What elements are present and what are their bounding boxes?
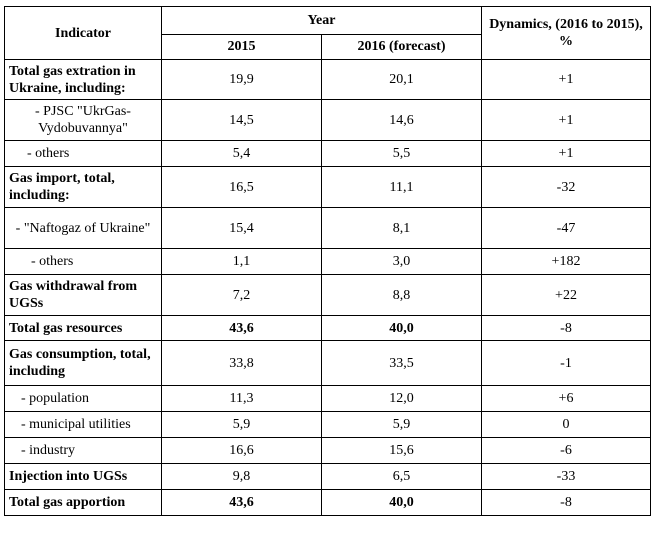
header-2016: 2016 (forecast) [321,33,482,61]
value-2015: 11,3 [161,385,322,412]
value-2016: 5,9 [321,411,482,438]
value-2016: 12,0 [321,385,482,412]
value-dynamics: -8 [481,315,651,341]
value-2015: 5,9 [161,411,322,438]
value-2015: 43,6 [161,315,322,341]
table-row: Gas withdrawal from UGSs 7,2 8,8 +22 [4,274,651,316]
value-2015: 16,5 [161,166,322,208]
value-2016: 6,5 [321,463,482,490]
row-label: Gas import, total, including: [4,166,162,208]
value-dynamics: -6 [481,437,651,464]
table-row: - "Naftogaz of Ukraine" 15,4 8,1 -47 [4,207,651,249]
value-2016: 5,5 [321,140,482,167]
value-2016: 33,5 [321,340,482,386]
value-dynamics: -33 [481,463,651,490]
value-2015: 16,6 [161,437,322,464]
value-dynamics: +1 [481,59,651,100]
table-row: - municipal utilities 5,9 5,9 0 [4,411,651,438]
header-row-years: 2015 2016 (forecast) [5,33,651,61]
row-label: Total gas extration in Ukraine, includin… [4,59,162,100]
value-2015: 14,5 [161,99,322,141]
table-row: Total gas resources 43,6 40,0 -8 [4,315,651,341]
value-2015: 33,8 [161,340,322,386]
value-dynamics: -8 [481,489,651,516]
value-dynamics: -32 [481,166,651,208]
row-label: - others [4,140,162,167]
value-2016: 11,1 [321,166,482,208]
table-row: Injection into UGSs 9,8 6,5 -33 [4,463,651,490]
value-dynamics: -1 [481,340,651,386]
value-dynamics: -47 [481,207,651,249]
header-row-year: Indicator Year Dynamics, (2016 to 2015),… [4,6,651,60]
row-label: Total gas resources [4,315,162,341]
header-2015: 2015 [161,33,322,61]
row-label: - others [4,248,162,275]
value-2016: 40,0 [321,489,482,516]
value-2015: 1,1 [161,248,322,275]
value-2015: 15,4 [161,207,322,249]
row-label: - industry [4,437,162,464]
value-2016: 15,6 [321,437,482,464]
row-label: - population [4,385,162,412]
value-2016: 3,0 [321,248,482,275]
value-dynamics: +22 [481,274,651,316]
row-label: Gas consumption, total, including [4,340,162,386]
value-2015: 9,8 [161,463,322,490]
value-dynamics: 0 [481,411,651,438]
value-dynamics: +1 [481,140,651,167]
table-row: - population 11,3 12,0 +6 [4,385,651,412]
value-dynamics: +182 [481,248,651,275]
value-2015: 43,6 [161,489,322,516]
value-2015: 5,4 [161,140,322,167]
row-label: - municipal utilities [4,411,162,438]
row-label: - PJSC "UkrGas-Vydobuvannya" [4,99,162,141]
value-2016: 14,6 [321,99,482,141]
table-row: Gas import, total, including: 16,5 11,1 … [4,166,651,208]
table-row: Gas consumption, total, including 33,8 3… [4,340,651,386]
header-year: Year [161,6,482,35]
table-row: Total gas extration in Ukraine, includin… [4,59,651,100]
row-label: Injection into UGSs [4,463,162,490]
value-2016: 40,0 [321,315,482,341]
row-label: Gas withdrawal from UGSs [4,274,162,316]
table-row: - others 5,4 5,5 +1 [4,140,651,167]
value-2016: 20,1 [321,59,482,100]
header-indicator: Indicator [4,6,162,60]
header-dynamics: Dynamics, (2016 to 2015), % [481,6,651,60]
value-2015: 19,9 [161,59,322,100]
row-label: - "Naftogaz of Ukraine" [4,207,162,249]
value-dynamics: +1 [481,99,651,141]
table-row: - others 1,1 3,0 +182 [4,248,651,275]
row-label: Total gas apportion [4,489,162,516]
value-2016: 8,8 [321,274,482,316]
table-row: - industry 16,6 15,6 -6 [4,437,651,464]
gas-balance-table: Indicator Year Dynamics, (2016 to 2015),… [4,6,651,516]
value-dynamics: +6 [481,385,651,412]
table-row: - PJSC "UkrGas-Vydobuvannya" 14,5 14,6 +… [4,99,651,141]
value-2016: 8,1 [321,207,482,249]
value-2015: 7,2 [161,274,322,316]
table-row: Total gas apportion 43,6 40,0 -8 [4,489,651,516]
